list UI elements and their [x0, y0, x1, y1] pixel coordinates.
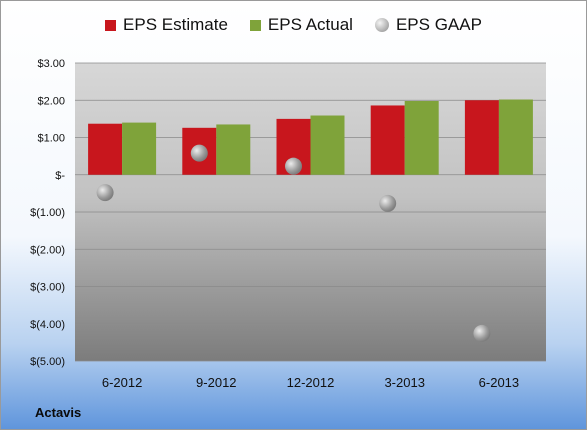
bar-actual	[404, 100, 439, 175]
x-category-label: 9-2012	[196, 375, 236, 390]
y-tick-label: $-	[55, 170, 65, 182]
legend-label-actual: EPS Actual	[267, 15, 353, 34]
bar-actual	[310, 115, 345, 175]
y-tick-label: $2.00	[37, 95, 65, 107]
x-category-label: 6-2013	[479, 375, 519, 390]
gaap-point	[379, 194, 397, 212]
y-axis-ticks: $3.00 $2.00 $1.00 $- $(1.00) $(2.00) $(3.00) $(…	[30, 58, 65, 368]
bar-actual	[216, 124, 251, 175]
y-tick-label: $(3.00)	[30, 282, 65, 294]
bar-actual	[122, 122, 157, 175]
y-tick-label: $(1.00)	[30, 207, 65, 219]
gaap-point	[190, 144, 208, 162]
x-axis-labels: 6-2012 9-2012 12-2012 3-2013 6-2013	[102, 375, 519, 390]
gaap-point	[473, 324, 491, 342]
x-category-label: 12-2012	[287, 375, 335, 390]
y-tick-label: $(4.00)	[30, 319, 65, 331]
y-tick-label: $3.00	[37, 58, 65, 70]
legend-item-eps-actual: EPS Actual	[249, 15, 353, 35]
y-tick-label: $(2.00)	[30, 244, 65, 256]
bars	[88, 99, 533, 175]
x-category-label: 6-2012	[102, 375, 142, 390]
y-tick-label: $1.00	[37, 133, 65, 145]
legend: EPS Estimate EPS Actual EPS GAAP	[1, 15, 586, 35]
legend-swatch-gaap	[374, 18, 389, 32]
legend-swatch-actual	[249, 19, 261, 31]
bar-estimate	[88, 123, 123, 175]
bar-estimate	[370, 105, 405, 175]
y-tick-label: $(5.00)	[30, 356, 65, 368]
legend-label-estimate: EPS Estimate	[123, 15, 228, 34]
legend-swatch-estimate	[105, 19, 117, 31]
gaap-points	[96, 144, 491, 342]
legend-item-eps-estimate: EPS Estimate	[105, 15, 228, 35]
legend-item-eps-gaap: EPS GAAP	[374, 15, 482, 35]
legend-label-gaap: EPS GAAP	[395, 15, 482, 34]
gaap-point	[96, 184, 114, 202]
bar-actual	[498, 99, 533, 175]
x-category-label: 3-2013	[384, 375, 424, 390]
company-name: Actavis	[35, 405, 82, 420]
gaap-point	[285, 157, 302, 175]
bar-estimate	[464, 100, 499, 175]
